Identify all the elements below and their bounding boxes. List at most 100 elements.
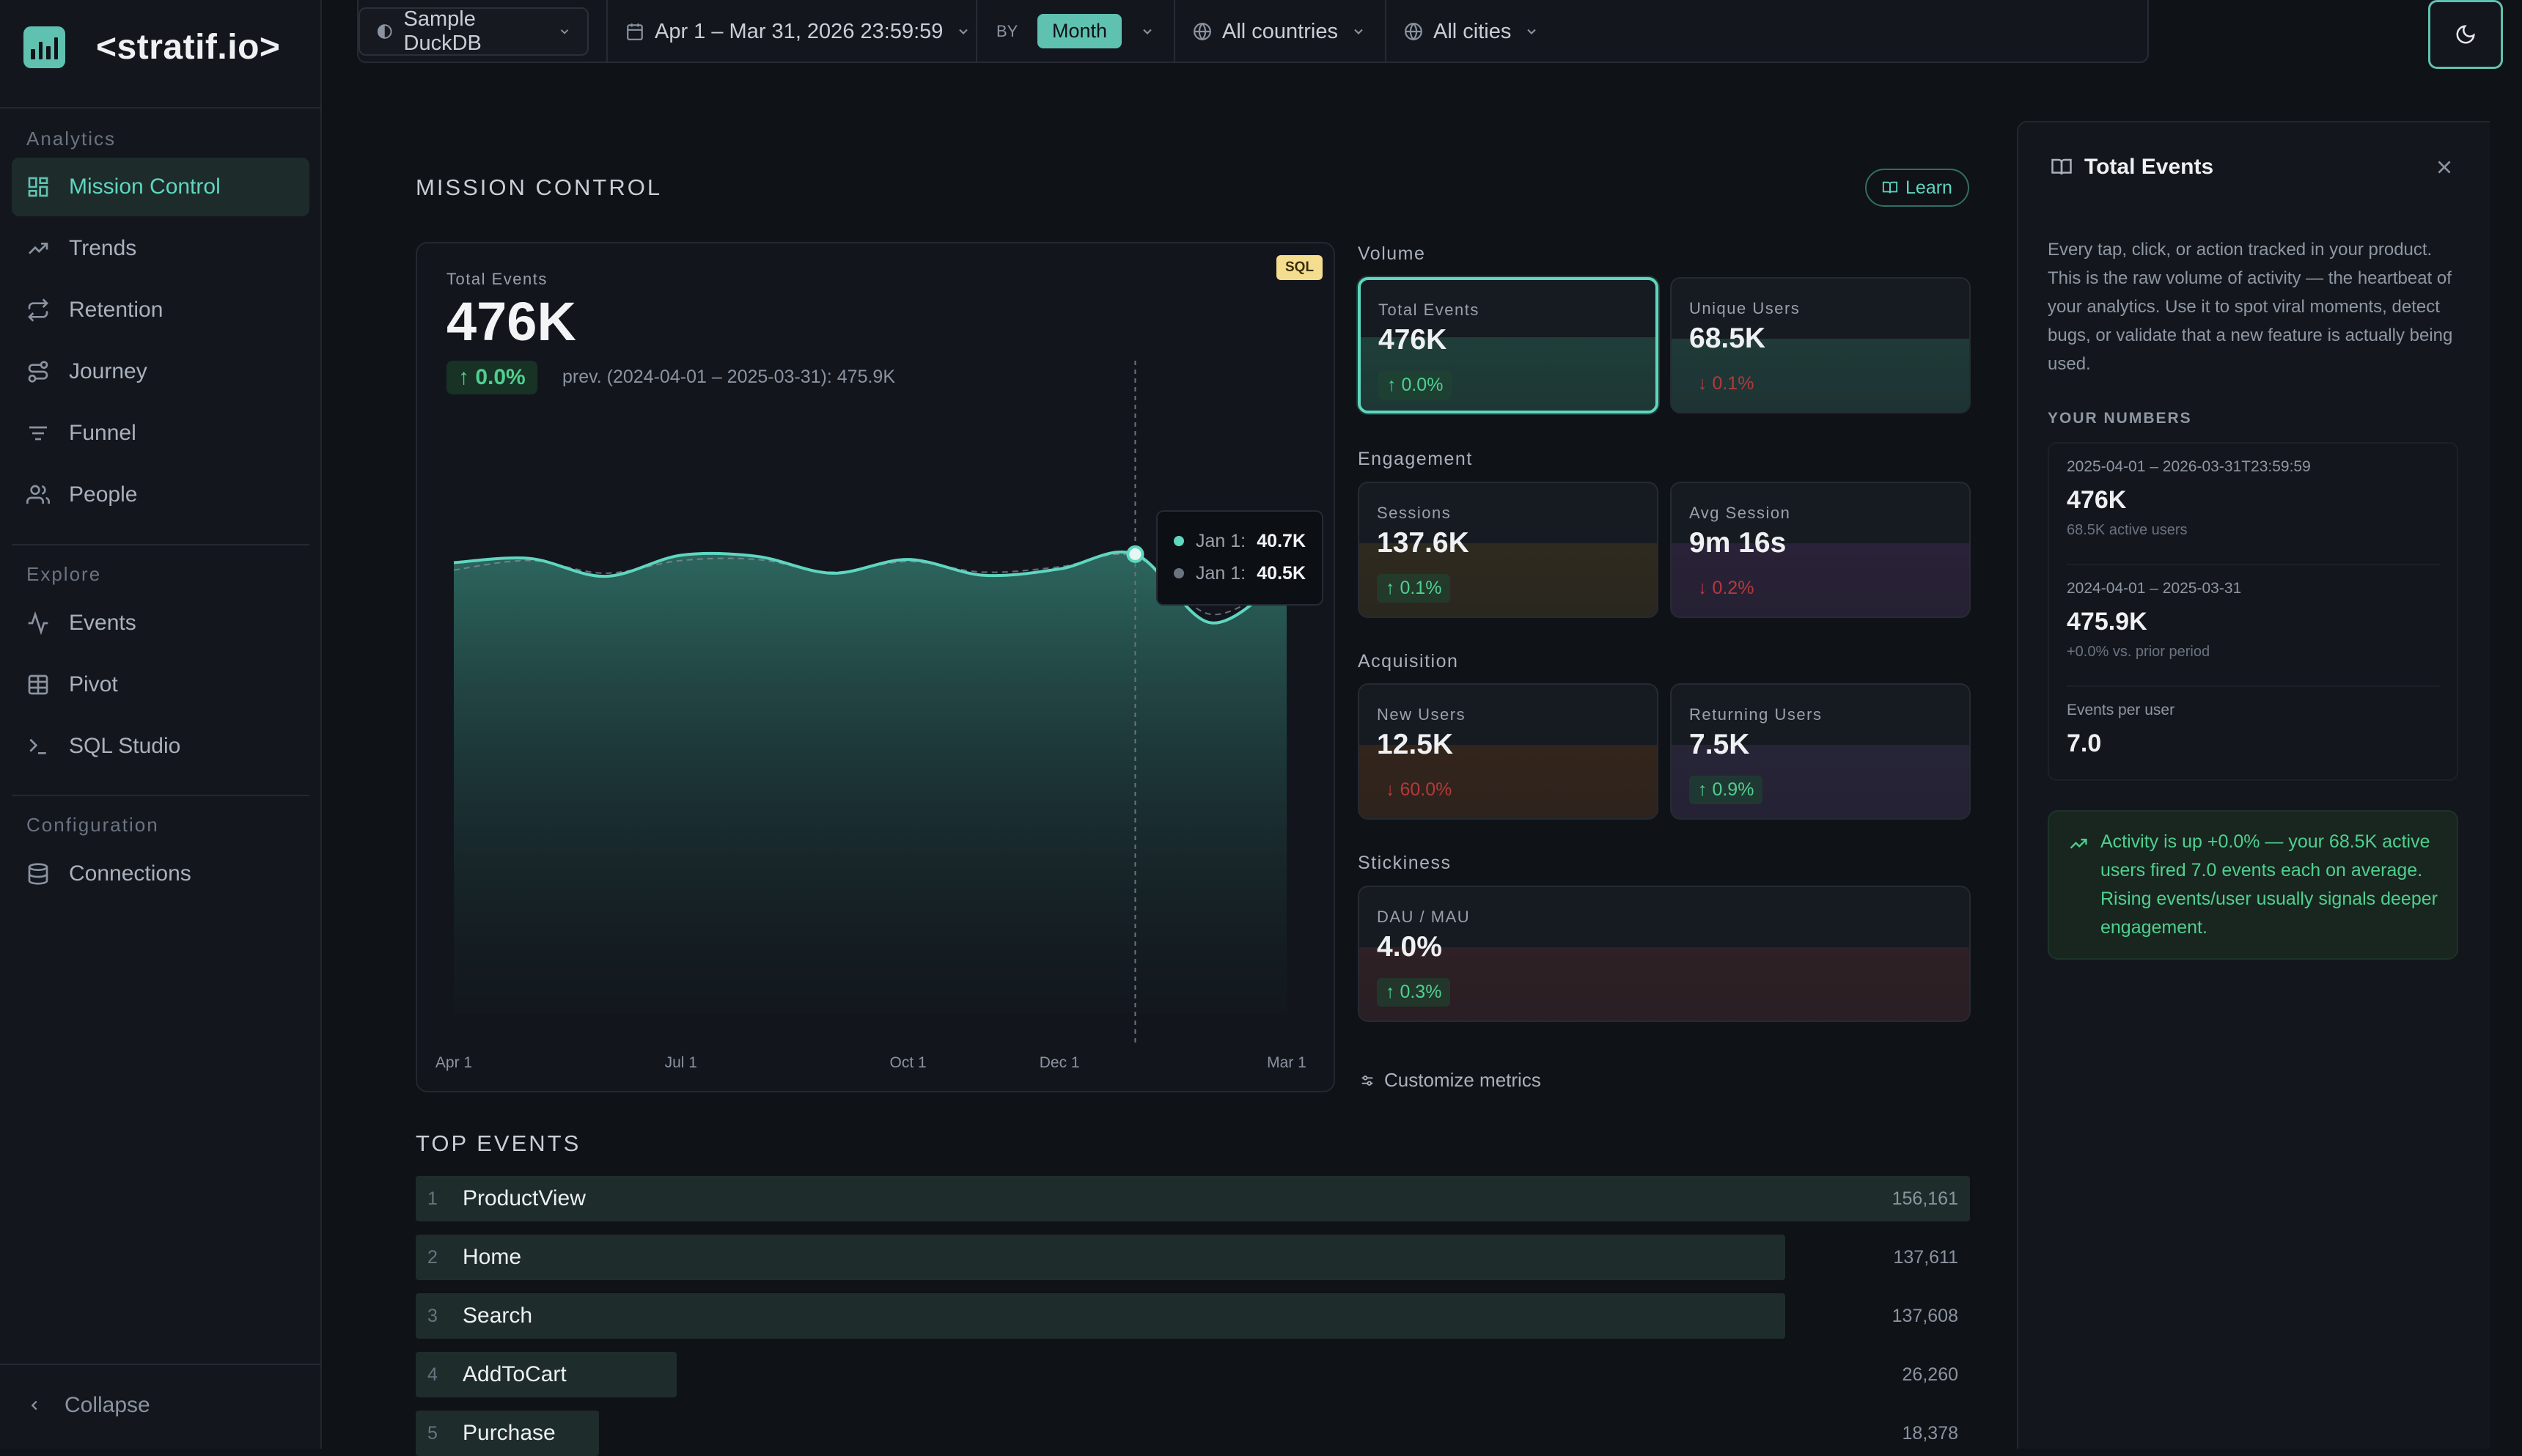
top-event-row[interactable]: 3 Search 137,608 bbox=[416, 1293, 1970, 1339]
globe-icon bbox=[1405, 23, 1422, 41]
learn-label: Learn bbox=[1905, 177, 1952, 198]
trend-line-icon bbox=[29, 243, 48, 254]
sidebar-item-events[interactable]: Events bbox=[12, 594, 309, 652]
sidebar-item-trends[interactable]: Trends bbox=[12, 219, 309, 278]
half-circle-icon bbox=[377, 24, 392, 39]
sidebar-item-label: Trends bbox=[69, 236, 137, 260]
top-event-bar bbox=[416, 1176, 1970, 1221]
date-range-picker[interactable]: Apr 1 – Mar 31, 2026 23:59:59 bbox=[625, 7, 971, 56]
sidebar-item-label: Funnel bbox=[69, 421, 136, 445]
metric-card-total-events[interactable]: Total Events 476K ↑ 0.0% bbox=[1358, 277, 1658, 413]
sidebar-item-mission-control[interactable]: Mission Control bbox=[12, 158, 309, 216]
metric-value: 7.5K bbox=[1689, 729, 1750, 760]
area-fill-current-period bbox=[454, 551, 1287, 1013]
metric-card-new-users[interactable]: New Users 12.5K ↓ 60.0% bbox=[1358, 683, 1658, 820]
number-value: 475.9K bbox=[2067, 608, 2147, 636]
app-logo[interactable]: <stratif.io> bbox=[23, 26, 280, 68]
top-event-rank: 2 bbox=[427, 1246, 438, 1268]
tooltip-value: 40.7K bbox=[1257, 530, 1306, 551]
sidebar-item-people[interactable]: People bbox=[12, 466, 309, 524]
number-key: Events per user bbox=[2067, 702, 2175, 718]
granularity-value: Month bbox=[1037, 14, 1122, 48]
top-event-row[interactable]: 1 ProductView 156,161 bbox=[416, 1176, 1970, 1221]
country-filter[interactable]: All countries bbox=[1193, 7, 1366, 56]
metric-delta: ↑ 0.9% bbox=[1689, 776, 1763, 804]
top-event-count: 156,161 bbox=[1892, 1188, 1958, 1209]
collapse-sidebar-button[interactable]: Collapse bbox=[26, 1393, 150, 1418]
filter-bar: Sample DuckDB Apr 1 – Mar 31, 2026 23:59… bbox=[357, 0, 2149, 63]
tooltip-row-current: Jan 1: 40.7K bbox=[1174, 525, 1306, 557]
hero-chart-card[interactable]: Apr 1 Jul 1 Oct 1 Dec 1 Mar 1 SQL Total Even… bbox=[416, 242, 1335, 1092]
panel-header: Total Events bbox=[2051, 155, 2213, 180]
hero-metric-value: 476K bbox=[446, 291, 576, 352]
section-label-explore: Explore bbox=[26, 563, 102, 585]
retention-loop-icon bbox=[28, 298, 48, 322]
city-filter[interactable]: All cities bbox=[1404, 7, 1539, 56]
section-label-analytics: Analytics bbox=[26, 128, 117, 150]
number-events-per-user: Events per user 7.0 bbox=[2067, 702, 2441, 768]
learn-button[interactable]: Learn bbox=[1865, 169, 1969, 207]
number-current-period: 2025-04-01 – 2026-03-31T23:59:59 476K 68… bbox=[2067, 458, 2441, 565]
metric-card-dau-mau[interactable]: DAU / MAU 4.0% ↑ 0.3% bbox=[1358, 886, 1971, 1022]
metric-card-avg-session[interactable]: Avg Session 9m 16s ↓ 0.2% bbox=[1670, 482, 1971, 618]
dashboard-icon bbox=[28, 177, 48, 197]
metric-card-returning-users[interactable]: Returning Users 7.5K ↑ 0.9% bbox=[1670, 683, 1971, 820]
top-event-bar bbox=[416, 1293, 1785, 1339]
sidebar-item-funnel[interactable]: Funnel bbox=[12, 404, 309, 463]
metric-label: Total Events bbox=[1378, 301, 1479, 319]
top-event-count: 26,260 bbox=[1902, 1364, 1958, 1385]
sidebar-item-label: SQL Studio bbox=[69, 734, 181, 758]
top-event-bar bbox=[416, 1235, 1785, 1280]
top-event-count: 137,611 bbox=[1893, 1246, 1958, 1268]
top-event-bar bbox=[416, 1352, 677, 1397]
top-event-row[interactable]: 2 Home 137,611 bbox=[416, 1235, 1970, 1280]
chart-tooltip: Jan 1: 40.7K Jan 1: 40.5K bbox=[1156, 510, 1323, 606]
divider bbox=[1385, 0, 1386, 63]
metric-label: Sessions bbox=[1377, 504, 1452, 522]
sidebar-item-journey[interactable]: Journey bbox=[12, 342, 309, 401]
metric-card-unique-users[interactable]: Unique Users 68.5K ↓ 0.1% bbox=[1670, 277, 1971, 413]
close-icon[interactable] bbox=[2435, 158, 2454, 177]
number-sub: 68.5K active users bbox=[2067, 522, 2188, 538]
top-event-rank: 1 bbox=[427, 1188, 438, 1209]
book-open-icon bbox=[1882, 181, 1898, 194]
database-selector[interactable]: Sample DuckDB bbox=[359, 7, 589, 56]
hero-delta-badge: ↑ 0.0% bbox=[446, 361, 537, 394]
granularity-select[interactable]: Month bbox=[1037, 14, 1122, 48]
metric-value: 476K bbox=[1378, 324, 1447, 356]
top-event-row[interactable]: 4 AddToCart 26,260 bbox=[416, 1352, 1970, 1397]
x-axis-tick-label: Oct 1 bbox=[890, 1054, 927, 1071]
your-numbers-label: YOUR NUMBERS bbox=[2048, 410, 2192, 427]
top-event-row[interactable]: 5 Purchase 18,378 bbox=[416, 1411, 1970, 1456]
number-key: 2024-04-01 – 2025-03-31 bbox=[2067, 580, 2242, 597]
sidebar-item-label: Mission Control bbox=[69, 174, 221, 199]
panel-title: Total Events bbox=[2084, 155, 2214, 179]
top-event-count: 137,608 bbox=[1892, 1305, 1958, 1326]
globe-icon bbox=[1194, 23, 1211, 41]
tooltip-label: Jan 1: bbox=[1196, 530, 1246, 551]
sidebar-item-pivot[interactable]: Pivot bbox=[12, 655, 309, 714]
chevron-down-icon bbox=[1143, 29, 1152, 34]
metric-label: Unique Users bbox=[1689, 299, 1801, 317]
sidebar-item-connections[interactable]: Connections bbox=[12, 845, 309, 903]
hero-previous-period: prev. (2024-04-01 – 2025-03-31): 475.9K bbox=[562, 367, 896, 387]
sidebar-item-label: Events bbox=[69, 611, 136, 635]
top-events-title: TOP EVENTS bbox=[416, 1130, 581, 1156]
page-title: MISSION CONTROL bbox=[416, 174, 663, 200]
granularity-dropdown-toggle[interactable] bbox=[1140, 7, 1155, 56]
group-label-acquisition: Acquisition bbox=[1358, 651, 1459, 672]
sidebar-item-label: Connections bbox=[69, 861, 191, 886]
series-dot bbox=[1174, 568, 1184, 578]
sql-badge[interactable]: SQL bbox=[1276, 255, 1323, 280]
hero-area-chart[interactable]: Apr 1 Jul 1 Oct 1 Dec 1 Mar 1 bbox=[417, 243, 1337, 1094]
customize-metrics-button[interactable]: Customize metrics bbox=[1359, 1069, 1541, 1092]
metric-card-sessions[interactable]: Sessions 137.6K ↑ 0.1% bbox=[1358, 482, 1658, 618]
sidebar-item-label: Journey bbox=[69, 359, 147, 383]
date-range-value: Apr 1 – Mar 31, 2026 23:59:59 bbox=[655, 19, 944, 43]
theme-toggle-button[interactable] bbox=[2428, 0, 2503, 69]
group-label-engagement: Engagement bbox=[1358, 449, 1473, 469]
divider bbox=[12, 544, 309, 545]
sidebar-item-sql-studio[interactable]: SQL Studio bbox=[12, 717, 309, 776]
group-label-volume: Volume bbox=[1358, 243, 1426, 264]
sidebar-item-retention[interactable]: Retention bbox=[12, 281, 309, 339]
